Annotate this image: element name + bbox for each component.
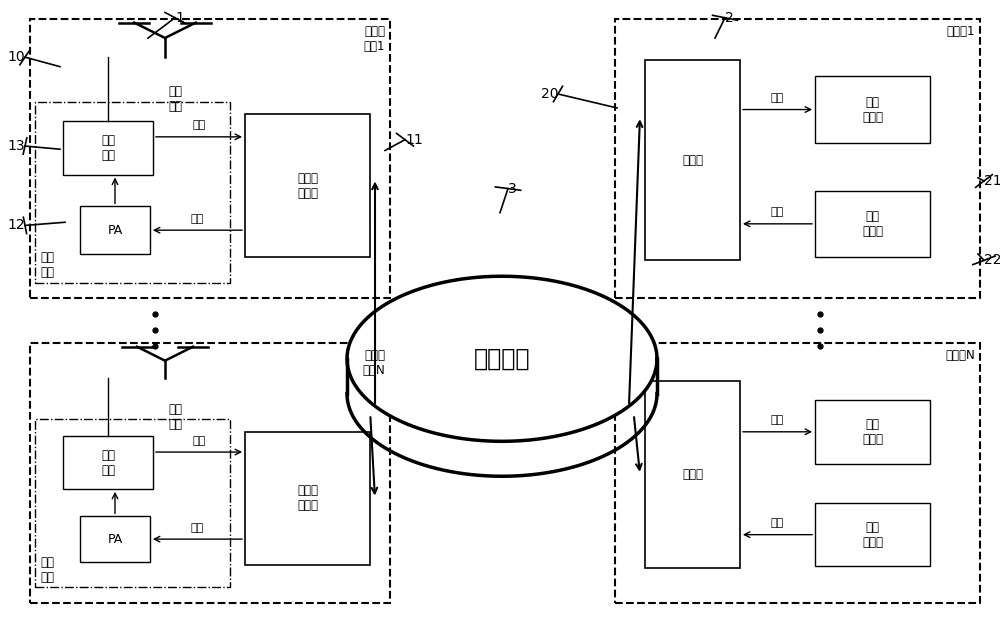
Bar	[815, 190, 930, 257]
Text: 短波
发信机: 短波 发信机	[862, 210, 883, 238]
Text: 接收: 接收	[771, 93, 784, 103]
Bar	[245, 432, 370, 565]
Text: 13: 13	[7, 139, 25, 153]
Text: 发射: 发射	[771, 518, 784, 528]
Text: 通信站N: 通信站N	[945, 349, 975, 362]
Bar	[615, 343, 980, 603]
Bar	[645, 381, 740, 568]
Text: 12: 12	[7, 218, 25, 232]
Text: 收发
天线: 收发 天线	[168, 403, 182, 431]
Bar	[615, 19, 980, 298]
Text: 固定天
线场N: 固定天 线场N	[362, 349, 385, 377]
Text: 通信站1: 通信站1	[946, 25, 975, 38]
Bar	[80, 516, 150, 562]
Text: 10: 10	[7, 50, 25, 64]
Text: 收发
切换: 收发 切换	[101, 448, 115, 477]
Text: 控制台: 控制台	[682, 154, 703, 167]
Text: 固定天
线场1: 固定天 线场1	[364, 25, 385, 53]
Bar	[35, 102, 230, 283]
Text: 短波
功放: 短波 功放	[40, 556, 54, 584]
Text: 11: 11	[405, 133, 423, 147]
Text: 3: 3	[508, 182, 517, 196]
Bar	[30, 19, 390, 298]
Text: 远端传
输设备: 远端传 输设备	[297, 485, 318, 512]
Text: 短波
发信机: 短波 发信机	[862, 521, 883, 549]
Text: 收发
切换: 收发 切换	[101, 133, 115, 162]
Text: 控制台: 控制台	[682, 468, 703, 481]
Bar	[815, 76, 930, 143]
Text: 收发
天线: 收发 天线	[168, 86, 182, 114]
Text: 发射: 发射	[771, 208, 784, 217]
Bar	[815, 400, 930, 464]
Bar	[63, 436, 153, 489]
Text: 发射: 发射	[191, 523, 204, 533]
Text: 短波
收信机: 短波 收信机	[862, 95, 883, 124]
Text: PA: PA	[107, 533, 123, 545]
Text: 接收: 接收	[192, 121, 206, 130]
Bar	[245, 114, 370, 257]
Text: 21: 21	[984, 174, 1000, 188]
Text: PA: PA	[107, 224, 123, 237]
Text: 短波
收信机: 短波 收信机	[862, 418, 883, 446]
Text: 接收: 接收	[771, 415, 784, 425]
Bar	[80, 206, 150, 254]
Text: 远端传
输设备: 远端传 输设备	[297, 171, 318, 200]
Bar	[30, 343, 390, 603]
Text: 接收: 接收	[192, 436, 206, 446]
Text: 22: 22	[984, 253, 1000, 267]
Bar	[35, 419, 230, 587]
Text: 20: 20	[540, 87, 558, 101]
Text: 2: 2	[725, 11, 734, 25]
Text: 发射: 发射	[191, 214, 204, 224]
Polygon shape	[347, 276, 657, 441]
Text: 专用网络: 专用网络	[474, 347, 530, 371]
Bar	[815, 503, 930, 566]
Bar	[63, 121, 153, 175]
Text: 短波
功放: 短波 功放	[40, 251, 54, 279]
Bar	[645, 60, 740, 260]
Text: 1: 1	[175, 11, 184, 25]
